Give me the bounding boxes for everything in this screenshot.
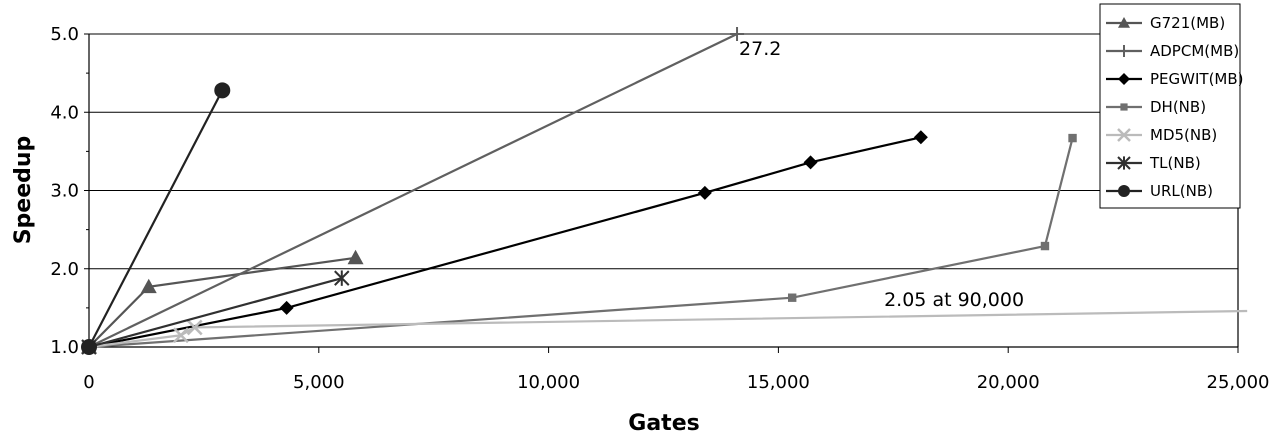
- x-tick-label: 20,000: [977, 372, 1040, 393]
- data-point-pegwit-mb: [913, 130, 928, 145]
- data-point-url-nb: [81, 339, 97, 355]
- data-point-adpcm-mb: [730, 27, 745, 41]
- data-point-pegwit-mb: [803, 155, 818, 170]
- series-line-pegwit-mb: [88, 136, 922, 349]
- legend-marker-dh-nb: [1120, 103, 1128, 111]
- legend-label: TL(NB): [1149, 154, 1201, 172]
- legend-item-dh-nb: DH(NB): [1106, 98, 1206, 116]
- legend-marker-url-nb: [1118, 185, 1130, 197]
- annotation-label: 27.2: [739, 38, 781, 60]
- x-tick-label: 0: [83, 372, 94, 393]
- x-tick-label: 25,000: [1207, 372, 1270, 393]
- series-line-adpcm-mb: [88, 33, 738, 348]
- x-axis-title: Gates: [628, 411, 699, 432]
- data-point-dh-nb: [787, 293, 797, 302]
- legend-item-g721-mb: G721(MB): [1106, 14, 1225, 32]
- y-tick-label: 1.0: [50, 337, 79, 358]
- legend: G721(MB) ADPCM(MB) PEGWIT(MB) DH(NB) MD5(NB)…: [1099, 3, 1244, 209]
- x-tick-label: 15,000: [747, 372, 810, 393]
- axes: 1.0 2.0 3.0 4.0 5.0 0 5,000 10,000 15,000 20,000 2…: [50, 24, 1269, 393]
- legend-label: MD5(NB): [1150, 126, 1217, 144]
- legend-marker-pegwit-mb: [1118, 73, 1130, 85]
- legend-marker-adpcm-mb: [1118, 45, 1130, 57]
- legend-item-url-nb: URL(NB): [1106, 182, 1213, 200]
- annotation-label: 2.05 at 90,000: [884, 289, 1024, 311]
- data-point-pegwit-mb: [697, 185, 712, 200]
- legend-item-md5-nb: MD5(NB): [1106, 126, 1217, 144]
- y-axis-title: Speedup: [11, 136, 36, 245]
- legend-label: ADPCM(MB): [1150, 42, 1239, 60]
- y-tick-label: 3.0: [50, 181, 79, 202]
- legend-item-pegwit-mb: PEGWIT(MB): [1106, 70, 1244, 88]
- x-tick-label: 10,000: [517, 372, 580, 393]
- y-tick-label: 5.0: [50, 24, 79, 45]
- series-line-dh-nb: [88, 137, 1074, 349]
- legend-marker-md5-nb-b: [1117, 128, 1131, 142]
- series-pegwit-mb: [82, 130, 928, 354]
- data-point-md5-nb: [186, 319, 203, 336]
- series-url-nb: [81, 82, 231, 355]
- data-point-g721-mb: [347, 249, 364, 265]
- data-point-tl-nb: [334, 270, 350, 286]
- legend-marker-md5-nb: [1117, 128, 1131, 142]
- data-point-md5-nb-b: [173, 327, 189, 344]
- series-line-tl-nb: [88, 277, 343, 349]
- legend-label: URL(NB): [1150, 182, 1213, 200]
- y-tick-label: 2.0: [50, 259, 79, 280]
- legend-item-tl-nb: TL(NB): [1106, 154, 1201, 172]
- legend-label: PEGWIT(MB): [1150, 70, 1244, 88]
- data-point-md5-nb: [173, 327, 189, 344]
- legend-label: DH(NB): [1150, 98, 1206, 116]
- gridlines: [89, 33, 1238, 270]
- y-tick-label: 4.0: [50, 102, 79, 123]
- data-point-md5-nb-b: [186, 319, 203, 336]
- series-line-url-nb: [88, 89, 224, 348]
- annotations: 27.2 2.05 at 90,000: [739, 38, 1024, 311]
- legend-label: G721(MB): [1150, 14, 1225, 32]
- data-point-url-nb: [214, 82, 231, 99]
- series-lines: [81, 27, 1248, 355]
- legend-marker-tl-nb: [1117, 156, 1131, 170]
- data-point-pegwit-mb: [279, 300, 294, 315]
- series-line-md5-nb: [88, 309, 1248, 349]
- data-point-dh-nb: [1068, 133, 1077, 143]
- data-point-dh-nb: [1040, 241, 1050, 251]
- data-point-g721-mb: [140, 278, 157, 294]
- x-tick-label: 5,000: [293, 372, 345, 393]
- legend-item-adpcm-mb: ADPCM(MB): [1106, 42, 1239, 60]
- legend-marker-g721-mb: [1118, 17, 1130, 28]
